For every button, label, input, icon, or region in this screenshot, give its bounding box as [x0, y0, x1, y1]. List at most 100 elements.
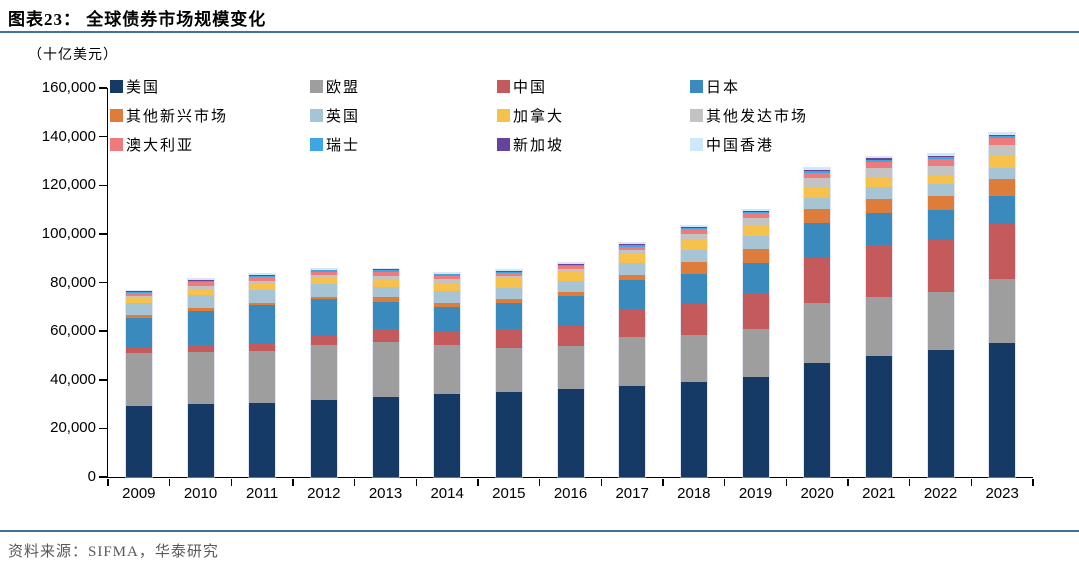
bar-segment-hongkong [249, 274, 276, 276]
stacked-bar-2011 [249, 274, 276, 477]
bar-segment-hongkong [434, 272, 461, 274]
bar-segment-hongkong [680, 225, 707, 227]
stacked-bar-2013 [372, 268, 399, 477]
bar-segment-japan [927, 209, 954, 240]
bar-segment-eu [495, 348, 522, 392]
y-axis-tick [98, 87, 107, 89]
bar-segment-dev-others [495, 275, 522, 279]
bar-segment-japan [187, 310, 214, 346]
bar-segment-canada [680, 240, 707, 251]
x-axis-label-2017: 2017 [615, 485, 649, 502]
bar-segment-em-others [865, 198, 892, 213]
bar-segment-canada [187, 289, 214, 295]
bar-segment-australia [372, 271, 399, 276]
bar-segment-china [742, 293, 769, 330]
bar-segment-em-others [249, 303, 276, 305]
bar-segment-uk [742, 235, 769, 250]
bar-segment-australia [804, 172, 831, 179]
legend-label-china: 中国 [513, 80, 548, 96]
bar-segment-japan [310, 299, 337, 336]
bar-segment-canada [989, 154, 1016, 168]
x-axis-tick [353, 478, 356, 486]
bar-segment-em-others [989, 179, 1016, 196]
bar-segment-dev-others [927, 165, 954, 175]
y-axis-label: 160,000 [41, 79, 96, 96]
stacked-bar-2018 [680, 225, 707, 477]
bar-segment-us [619, 386, 646, 477]
legend-swatch-singapore [497, 138, 510, 151]
legend-item-em-others: 其他新兴市场 [110, 107, 310, 125]
y-axis-tick [98, 330, 107, 332]
legend-swatch-eu [310, 80, 323, 93]
bar-segment-uk [557, 280, 584, 292]
bar-segment-switzerland [680, 227, 707, 230]
bar-segment-uk [434, 290, 461, 303]
bar-segment-switzerland [372, 270, 399, 272]
legend-item-china: 中国 [497, 78, 690, 96]
bar-segment-em-others [619, 274, 646, 280]
legend-item-singapore: 新加坡 [497, 136, 690, 154]
bar-segment-dev-others [249, 280, 276, 284]
y-axis-label: 40,000 [50, 370, 96, 388]
bar-segment-switzerland [495, 271, 522, 273]
bar-segment-china [865, 244, 892, 298]
bar-segment-singapore [187, 280, 214, 281]
bar-segment-australia [434, 275, 461, 280]
bar-segment-canada [557, 271, 584, 281]
stacked-bar-2023 [989, 133, 1016, 477]
bar-segment-hongkong [557, 263, 584, 264]
x-axis-label-2016: 2016 [553, 485, 588, 502]
bar-segment-hongkong [989, 133, 1016, 135]
bar-segment-australia [927, 159, 954, 166]
legend-swatch-australia [110, 138, 123, 151]
bar-segment-dev-others [619, 250, 646, 255]
x-axis-tick [292, 478, 294, 486]
x-axis-tick [168, 478, 171, 486]
y-axis-label: 0 [87, 468, 96, 485]
bar-segment-switzerland [249, 275, 276, 278]
x-axis-label-2011: 2011 [246, 485, 279, 502]
chart-legend: 美国 欧盟 中国 日本 其他新兴市场 英国 加拿大 其他发达市场 澳大利亚 瑞士 新加坡 中国香港 [110, 78, 890, 154]
y-axis-label: 20,000 [50, 419, 96, 437]
legend-item-us: 美国 [110, 78, 310, 96]
bar-segment-japan [619, 279, 646, 309]
bar-segment-eu [249, 350, 276, 403]
bar-segment-singapore [434, 273, 461, 275]
legend-item-hongkong: 中国香港 [690, 136, 890, 154]
bar-segment-singapore [619, 244, 646, 246]
bar-segment-uk [619, 262, 646, 275]
bar-segment-em-others [187, 308, 214, 311]
bar-segment-eu [372, 341, 399, 397]
bar-segment-china [434, 331, 461, 345]
bar-segment-canada [865, 177, 892, 188]
bar-segment-us [804, 363, 831, 477]
bar-segment-switzerland [989, 136, 1016, 139]
bar-segment-uk [310, 284, 337, 297]
y-axis-label: 140,000 [41, 127, 96, 145]
y-axis-tick [98, 427, 107, 430]
bar-segment-australia [249, 277, 276, 281]
bar-segment-switzerland [804, 170, 831, 173]
x-axis-tick [1032, 478, 1034, 486]
y-axis-label: 80,000 [50, 273, 96, 291]
bar-segment-japan [249, 304, 276, 343]
x-axis-tick [723, 478, 726, 486]
bar-segment-australia [619, 246, 646, 251]
legend-swatch-china [497, 80, 510, 93]
stacked-bar-2010 [187, 279, 214, 477]
x-axis-tick [785, 478, 788, 486]
bar-segment-em-others [372, 297, 399, 302]
bar-segment-singapore [989, 134, 1016, 137]
bar-segment-japan [804, 223, 831, 259]
legend-swatch-hongkong [690, 138, 703, 151]
x-axis-label-2020: 2020 [800, 485, 834, 502]
bar-segment-em-others [125, 315, 152, 319]
x-axis-tick [847, 478, 849, 486]
bar-segment-japan [434, 306, 461, 332]
bar-segment-us [310, 399, 337, 477]
bar-segment-china [927, 239, 954, 293]
legend-label-us: 美国 [126, 80, 161, 96]
bar-segment-dev-others [680, 233, 707, 241]
bar-segment-switzerland [927, 157, 954, 160]
bar-segment-uk [680, 250, 707, 263]
